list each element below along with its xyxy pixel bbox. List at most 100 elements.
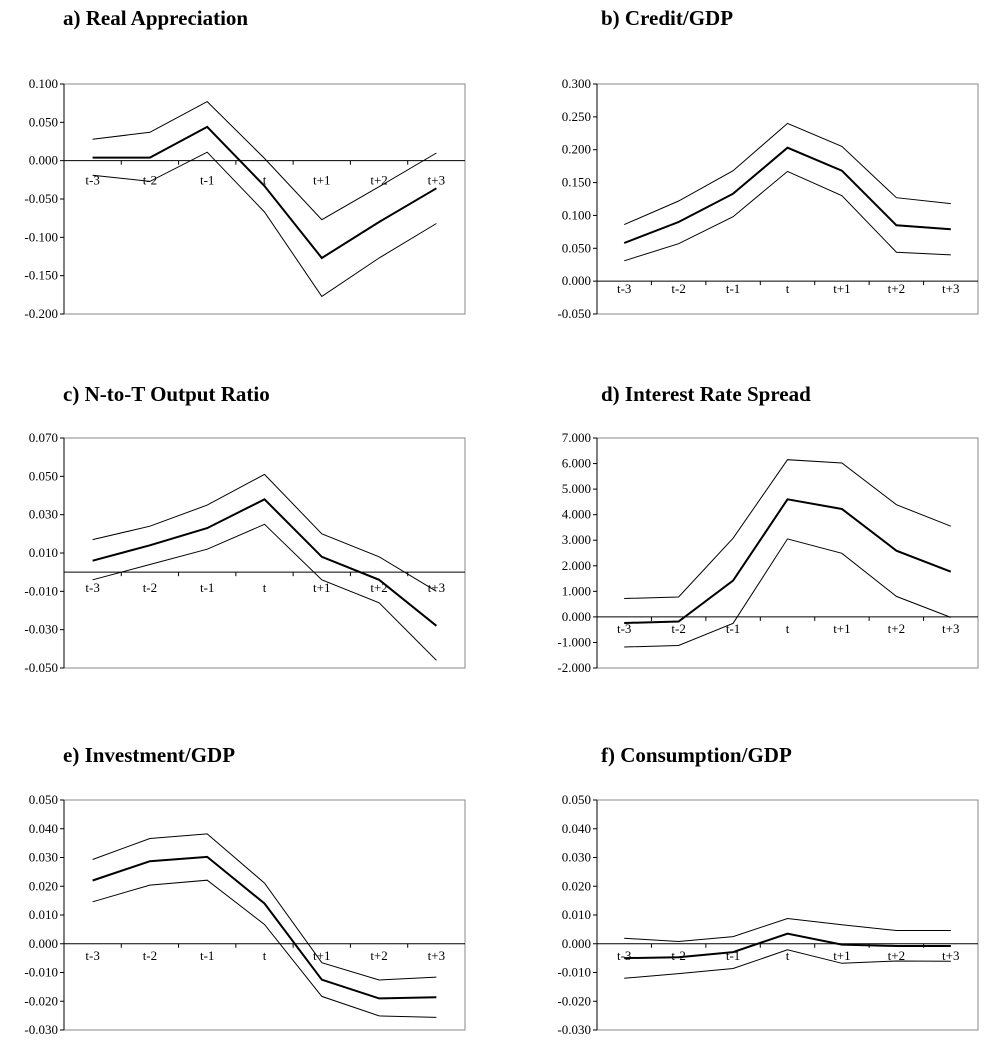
upper-band-line <box>92 833 437 981</box>
y-tick-label: 0.150 <box>562 175 591 190</box>
y-tick-label: 0.050 <box>29 468 58 483</box>
chart-panel-3: c) N-to-T Output Ratio 0.070 0.050 0.030 0.0… <box>24 382 466 675</box>
lower-band-line <box>92 151 437 298</box>
y-tick-label: 0.050 <box>562 240 591 255</box>
y-tick-label: 0.020 <box>562 878 591 893</box>
y-tick-label: 0.020 <box>29 878 58 893</box>
y-tick-label: 1.000 <box>562 583 591 598</box>
chart-panel-1: a) Real Appreciation 0.100 0.050 0.000 -0.05… <box>24 6 466 321</box>
y-tick-label: -0.010 <box>557 965 591 980</box>
mean-line <box>623 146 951 244</box>
x-tick-label: t+3 <box>428 580 445 595</box>
x-tick-label: t-3 <box>617 948 631 963</box>
chart-panel-2: b) Credit/GDP 0.300 0.250 0.200 0.150 0.100 0.… <box>557 6 979 321</box>
y-tick-label: 0.050 <box>562 792 591 807</box>
y-tick-label: 3.000 <box>562 532 591 547</box>
plot-area-frame <box>596 799 979 1031</box>
upper-band-line <box>92 473 437 592</box>
x-tick-label: t+2 <box>370 580 387 595</box>
y-tick-label: 0.030 <box>562 850 591 865</box>
x-tick-label: t <box>786 948 790 963</box>
x-tick-label: t-2 <box>671 948 685 963</box>
x-tick-label: t <box>263 948 267 963</box>
upper-band-line <box>624 459 951 599</box>
y-tick-label: 0.000 <box>29 153 58 168</box>
y-tick-label: -0.050 <box>557 306 591 321</box>
x-tick-label: t+1 <box>833 621 850 636</box>
y-tick-label: 0.030 <box>29 850 58 865</box>
chart-panel-5: e) Investment/GDP 0.050 0.040 0.030 0.020 0.0… <box>24 743 466 1037</box>
mean-line <box>92 498 438 627</box>
y-tick-label: 0.000 <box>562 936 591 951</box>
chart-title: c) N-to-T Output Ratio <box>63 382 270 406</box>
mean-line <box>624 498 952 624</box>
y-tick-label: 4.000 <box>562 507 591 522</box>
x-tick-label: t-3 <box>85 580 99 595</box>
x-tick-label: t+3 <box>942 281 959 296</box>
y-tick-label: -0.050 <box>24 660 58 675</box>
x-tick-label: t+3 <box>942 621 959 636</box>
lower-band-line <box>624 949 951 979</box>
y-tick-label: 0.300 <box>562 76 591 91</box>
y-tick-label: 0.050 <box>29 792 58 807</box>
y-tick-label: 0.070 <box>29 430 58 445</box>
lower-band-line <box>92 523 437 661</box>
lower-band-line <box>624 170 951 262</box>
y-tick-label: -0.200 <box>24 306 58 321</box>
x-tick-label: t <box>786 621 790 636</box>
x-tick-label: t+1 <box>313 948 330 963</box>
x-tick-label: t+3 <box>942 948 959 963</box>
x-tick-label: t-1 <box>200 948 214 963</box>
x-tick-label: t+1 <box>833 948 850 963</box>
y-tick-label: 6.000 <box>562 456 591 471</box>
y-tick-label: 0.030 <box>29 507 58 522</box>
upper-band-line <box>624 917 951 943</box>
mean-line <box>92 855 437 1000</box>
x-tick-label: t-1 <box>200 173 214 188</box>
lower-band-line <box>624 538 951 648</box>
y-tick-label: 7.000 <box>562 430 591 445</box>
x-tick-label: t+2 <box>888 281 905 296</box>
y-tick-label: -0.010 <box>24 965 58 980</box>
x-tick-label: t+2 <box>888 948 905 963</box>
plot-area-frame <box>63 83 466 315</box>
x-tick-label: t-3 <box>617 621 631 636</box>
y-tick-label: -0.100 <box>24 229 58 244</box>
y-tick-label: -0.010 <box>24 583 58 598</box>
x-tick-label: t-3 <box>617 281 631 296</box>
x-tick-label: t+3 <box>428 173 445 188</box>
y-tick-label: -1.000 <box>557 634 591 649</box>
x-tick-label: t-2 <box>143 173 157 188</box>
y-tick-label: -0.050 <box>24 191 58 206</box>
chart-title: a) Real Appreciation <box>63 6 248 30</box>
x-tick-label: t+3 <box>428 948 445 963</box>
y-tick-label: -0.030 <box>24 622 58 637</box>
chart-title: b) Credit/GDP <box>601 6 733 30</box>
y-tick-label: 0.050 <box>29 114 58 129</box>
upper-band-line <box>92 100 437 221</box>
y-tick-label: -0.020 <box>24 993 58 1008</box>
x-tick-label: t-2 <box>671 281 685 296</box>
y-tick-label: 0.100 <box>562 207 591 222</box>
y-tick-label: -2.000 <box>557 660 591 675</box>
mean-line <box>624 932 951 960</box>
y-tick-label: 2.000 <box>562 558 591 573</box>
y-tick-label: 0.010 <box>562 907 591 922</box>
x-tick-label: t-2 <box>671 621 685 636</box>
y-tick-label: -0.150 <box>24 268 58 283</box>
y-tick-label: 0.000 <box>562 273 591 288</box>
y-tick-label: 0.040 <box>29 821 58 836</box>
chart-title: e) Investment/GDP <box>63 743 235 767</box>
x-tick-label: t-2 <box>143 948 157 963</box>
y-tick-label: 0.200 <box>562 142 591 157</box>
x-tick-label: t+2 <box>370 948 387 963</box>
y-tick-label: -0.030 <box>557 1022 591 1037</box>
chart-panel-6: f) Consumption/GDP 0.050 0.040 0.030 0.020 0.… <box>557 743 979 1037</box>
chart-panel-4: d) Interest Rate Spread 7.000 6.000 5.000 4.… <box>557 382 979 675</box>
x-tick-label: t+1 <box>833 281 850 296</box>
y-tick-label: 0.010 <box>29 545 58 560</box>
y-tick-label: 0.000 <box>562 609 591 624</box>
mean-line <box>92 125 437 260</box>
plot-area-frame <box>63 799 466 1031</box>
